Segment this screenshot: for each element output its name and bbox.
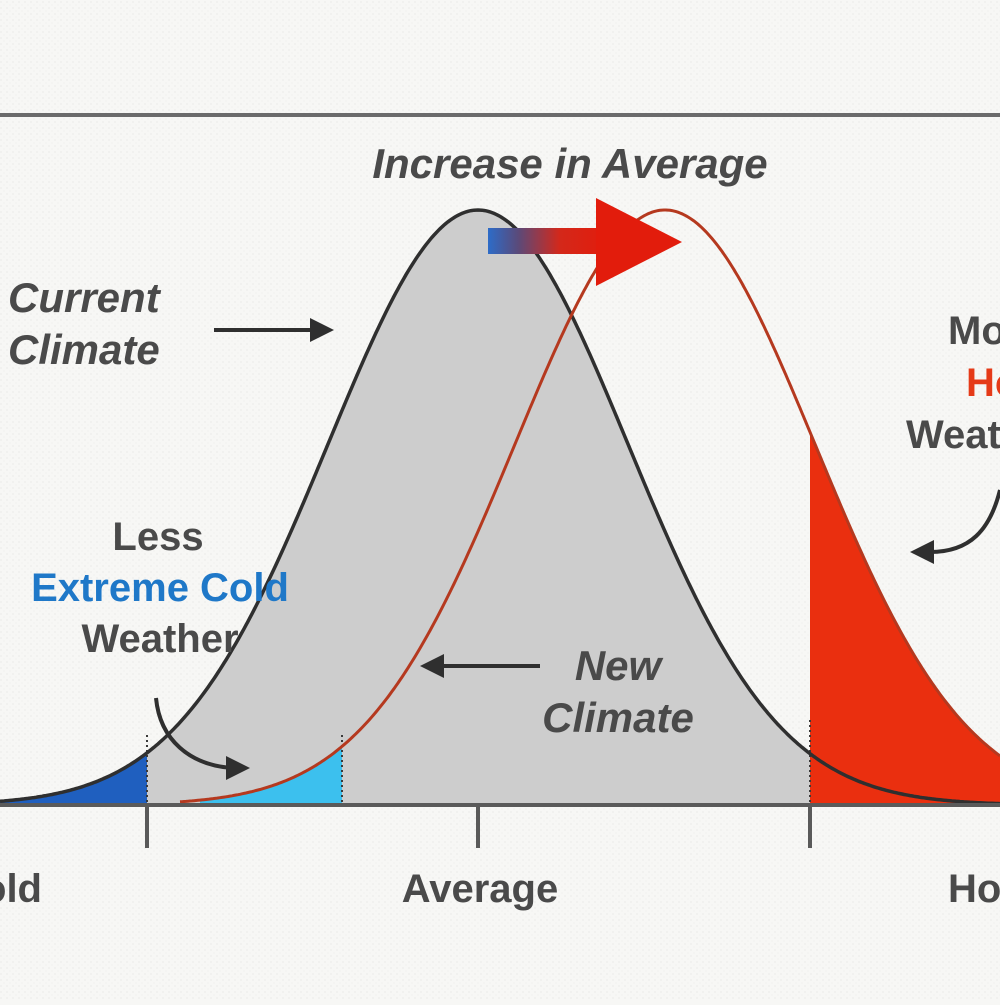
more-hot-label-line1: More	[948, 309, 1000, 353]
current-climate-area	[0, 210, 1000, 805]
new-climate-label-line2: Climate	[542, 694, 694, 741]
current-climate-pointer-arrow	[214, 318, 334, 342]
more-hot-label-line2: Hot	[966, 361, 1000, 405]
less-cold-label-line3: Weather	[81, 617, 238, 661]
less-cold-label-line1: Less	[112, 515, 203, 559]
axis-label-cold: Cold	[0, 867, 42, 911]
current-climate-label-line2: Climate	[8, 326, 160, 373]
shift-arrow	[488, 198, 682, 286]
current-climate-label-line1: Current	[8, 274, 162, 321]
new-climate-pointer-arrow	[420, 654, 540, 678]
less-cold-pointer-arrow	[154, 697, 250, 780]
more-hot-label-line3: Weather	[906, 413, 1000, 457]
axis-label-hot: Hot	[948, 867, 1000, 911]
extreme-cold-area	[0, 752, 147, 805]
new-climate-curve	[179, 208, 1000, 804]
less-cold-label-line2: Extreme Cold	[31, 566, 289, 610]
more-hot-pointer-arrow	[910, 489, 1000, 564]
axis-label-average: Average	[402, 867, 558, 911]
new-climate-label-line1: New	[575, 642, 664, 689]
diagram-title: Increase in Average	[372, 140, 767, 187]
current-climate-curve	[0, 208, 1000, 806]
less-cold-area	[200, 746, 342, 805]
